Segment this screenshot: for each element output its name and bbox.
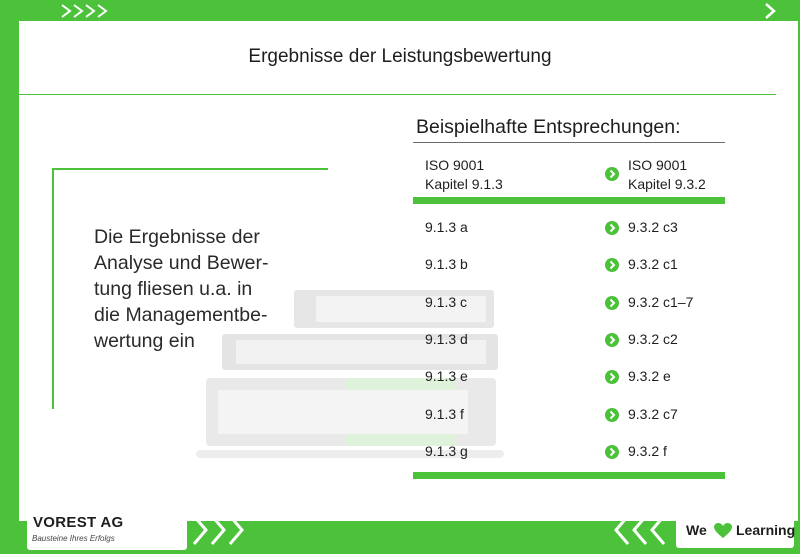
column-header-line: ISO 9001 — [628, 157, 688, 173]
chevron-decoration-icon — [614, 515, 666, 545]
table-cell-right: 9.3.2 f — [628, 442, 667, 459]
table-heading: Beispielhafte Entsprechungen: — [416, 116, 681, 138]
table-heading-rule — [413, 142, 725, 143]
page-title: Ergebnisse der Leistungsbewertung — [248, 46, 552, 67]
title-divider — [18, 94, 776, 95]
column-header-line: Kapitel 9.1.3 — [425, 176, 503, 192]
chevron-right-icon — [605, 370, 619, 385]
logo-text: VOREST AG — [33, 514, 124, 531]
main-statement-line: die Managementbe- — [94, 304, 268, 326]
chevron-right-icon — [605, 407, 619, 422]
chevron-right-icon — [605, 221, 619, 235]
table-cell-left: 9.1.3 c — [425, 293, 468, 310]
books-illustration — [196, 290, 504, 458]
slogan-learning: Learning — [736, 522, 796, 538]
slogan-badge: We Learning — [676, 512, 796, 548]
main-statement-line: Die Ergebnisse der — [94, 226, 260, 248]
table-cell-left: 9.1.3 a — [425, 219, 468, 235]
main-statement-line: Analyse und Bewer- — [94, 252, 269, 274]
table-cell-left: 9.1.3 d — [425, 330, 468, 347]
table-cell-left: 9.1.3 b — [425, 256, 468, 273]
accent-line — [52, 168, 328, 170]
chevron-decoration-icon — [61, 4, 108, 18]
main-statement: Die Ergebnisse der Analyse und Bewer- tu… — [94, 224, 314, 354]
logo-tagline: Bausteine Ihres Erfolgs — [32, 534, 115, 543]
table-cell-right: 9.3.2 c7 — [628, 405, 678, 422]
table-cell-left: 9.1.3 g — [425, 442, 468, 459]
chevron-right-icon — [605, 295, 619, 310]
column-header-line: ISO 9001 — [425, 157, 485, 173]
chevron-decoration-icon — [192, 515, 244, 545]
column-header-left: ISO 9001 Kapitel 9.1.3 — [425, 156, 503, 194]
slogan-we: We — [686, 522, 707, 538]
chevron-right-icon — [605, 332, 619, 347]
table-footer-bar — [413, 472, 725, 479]
table-cell-left: 9.1.3 f — [425, 405, 464, 422]
main-statement-line: tung fliesen u.a. in — [94, 278, 253, 300]
main-statement-line: wertung ein — [94, 330, 195, 352]
accent-line — [52, 168, 54, 409]
table-cell-right: 9.3.2 e — [628, 368, 671, 385]
table-cell-right: 9.3.2 c3 — [628, 219, 678, 235]
column-header-line: Kapitel 9.3.2 — [628, 176, 706, 192]
company-logo: VOREST AG Bausteine Ihres Erfolgs — [27, 508, 187, 550]
table-cell-right: 9.3.2 c1 — [628, 256, 678, 273]
table-cell-right: 9.3.2 c1–7 — [628, 293, 694, 310]
table-cell-right: 9.3.2 c2 — [628, 330, 678, 347]
heart-icon — [714, 523, 732, 538]
chevron-right-icon — [605, 444, 619, 459]
column-header-right: ISO 9001 Kapitel 9.3.2 — [628, 156, 706, 194]
chevron-right-icon — [605, 258, 619, 273]
table-cell-left: 9.1.3 e — [425, 368, 468, 385]
chevron-right-icon — [605, 167, 619, 181]
table-header-bar — [413, 197, 725, 204]
chevron-decoration-icon — [765, 3, 776, 19]
